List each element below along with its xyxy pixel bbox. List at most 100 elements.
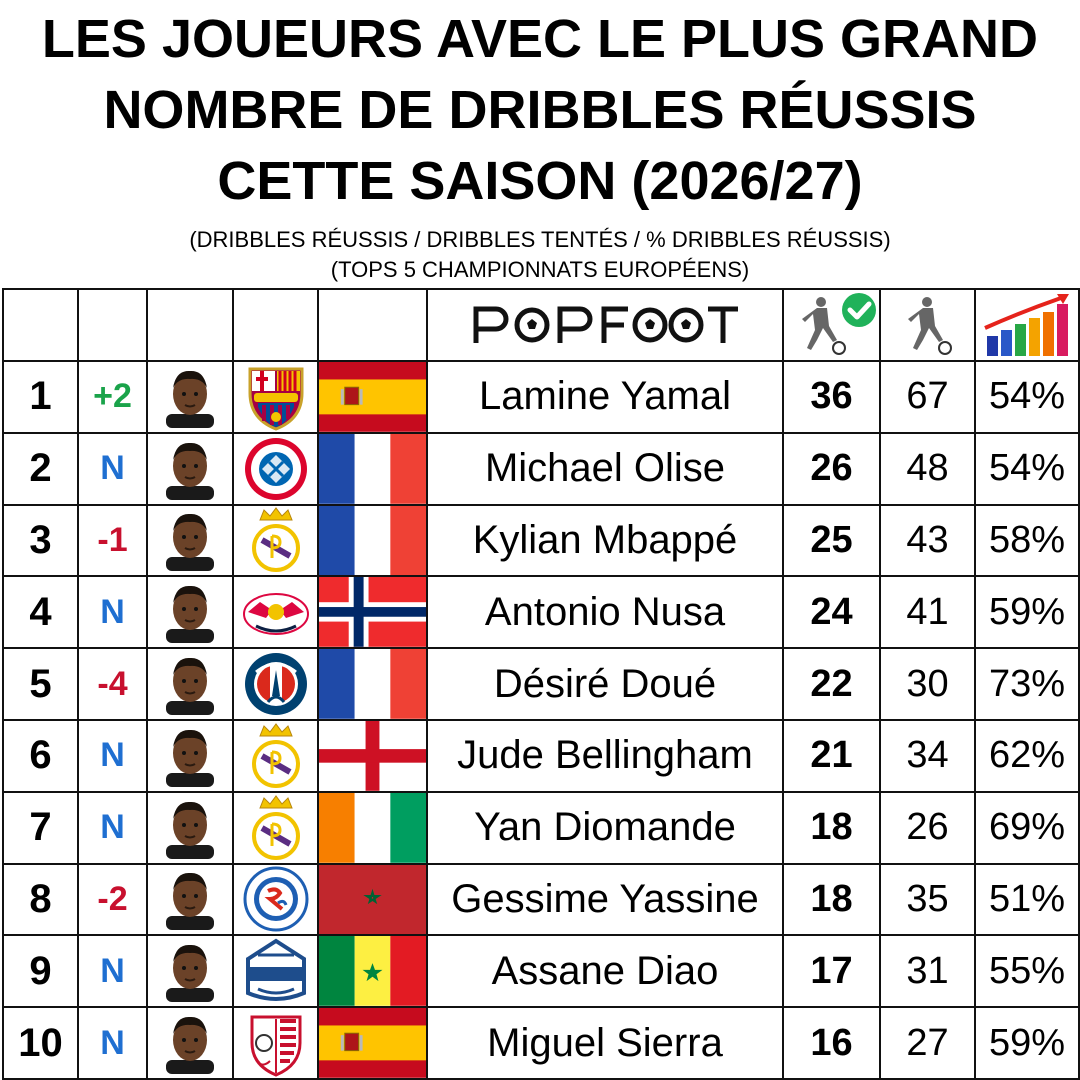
player-name: Kylian Mbappé [472,517,738,562]
dribbles-percentage-cell: 51% [974,862,1080,937]
dribbles-success: 18 [810,877,853,920]
spain-flag [320,1009,425,1077]
player-name-cell: Yan Diomande [426,790,784,865]
flag-cell [317,575,428,650]
rank-number: 9 [29,948,52,993]
flag-cell [317,862,428,937]
dribbles-attempted-cell: 30 [879,647,976,721]
player-name-cell: Jude Bellingham [426,718,784,793]
rank-number: 4 [29,589,52,634]
table-row: 3 -1 Kylian Mbappé 25 43 58% [2,503,1080,578]
dribbles-percentage: 54% [988,375,1066,418]
table-row: 9 N Assane Diao 17 31 55% [2,934,1080,1009]
rank-number: 8 [29,876,52,921]
dribbles-success-cell: 18 [782,790,881,865]
fc-barcelona-crest [248,367,303,431]
header-success-cell [782,288,881,362]
dribbles-percentage: 73% [988,662,1066,705]
photo-cell [146,862,234,937]
dribbles-percentage-cell: 58% [974,503,1080,578]
movement-indicator: +2 [93,377,132,416]
dribbles-attempted: 35 [906,877,949,920]
dribbles-percentage: 59% [988,590,1066,633]
player-name: Miguel Sierra [487,1020,723,1065]
player-name-cell: Antonio Nusa [426,575,784,650]
ranking-table: 1 +2 Lamine Yamal 36 67 54% 2 N Michael Olise 26 4… [2,288,1080,1080]
senegal-flag [320,937,425,1006]
flag-cell [317,360,428,434]
norway-flag [320,578,425,647]
percentage-chart-icon [984,294,1069,356]
subtitle-line-2: (TOPS 5 CHAMPIONNATS EUROPÉENS) [330,257,750,282]
photo-cell [146,360,234,434]
table-row: 1 +2 Lamine Yamal 36 67 54% [2,360,1080,434]
movement-indicator: N [100,808,125,847]
rank-number: 5 [29,661,52,706]
dribbles-success: 36 [810,375,853,418]
flag-cell [317,718,428,793]
dribbles-success: 25 [810,518,853,561]
photo-cell [146,790,234,865]
club-cell [232,647,319,721]
dribbles-success-cell: 25 [782,503,881,578]
title-line-3: CETTE SAISON (2026/27) [217,151,863,211]
header-photo-cell [146,288,234,362]
flag-cell [317,934,428,1009]
player-name-cell: Gessime Yassine [426,862,784,937]
club-cell [232,431,319,506]
photo-cell [146,1006,234,1080]
england-flag [320,721,425,790]
player-photo [166,801,214,859]
photo-cell [146,503,234,578]
rank-cell: 2 [2,431,79,506]
dribble-attempt-icon [907,297,952,355]
title-line-2: NOMBRE DE DRIBBLES RÉUSSIS [103,80,977,140]
player-name: Antonio Nusa [484,589,726,634]
movement-cell: N [77,934,148,1009]
photo-cell [146,647,234,721]
table-row: 7 N Yan Diomande 18 26 69% [2,790,1080,865]
rank-number: 7 [29,805,52,850]
header-flag-cell [317,288,428,362]
dribbles-success-cell: 18 [782,862,881,937]
dribbles-percentage: 55% [988,949,1066,992]
popfoot-logo [473,306,738,343]
player-name-cell: Lamine Yamal [426,360,784,434]
player-name: Michael Olise [484,446,726,491]
dribbles-attempted-cell: 27 [879,1006,976,1080]
dribbles-success-cell: 24 [782,575,881,650]
flag-cell [317,790,428,865]
player-photo [166,729,214,787]
dribbles-success-cell: 26 [782,431,881,506]
player-photo [166,658,214,716]
player-photo [166,873,214,931]
rank-cell: 7 [2,790,79,865]
dribbles-attempted: 30 [906,662,949,705]
photo-cell [146,934,234,1009]
dribbles-success-cell: 21 [782,718,881,793]
player-photo [166,370,214,428]
player-photo [166,1017,214,1075]
player-photo [166,586,214,644]
header-row [2,288,1080,362]
rc-strasbourg-crest [243,866,308,932]
dribbles-percentage: 59% [988,1021,1066,1064]
club-cell [232,1006,319,1080]
player-photo [166,945,214,1003]
movement-cell: N [77,718,148,793]
france-flag [320,650,425,718]
dribbles-attempted: 67 [906,375,949,418]
player-name: Lamine Yamal [479,374,731,419]
movement-indicator: -1 [97,520,128,559]
photo-cell [146,718,234,793]
dribbles-percentage-cell: 73% [974,647,1080,721]
club-cell [232,575,319,650]
dribbles-attempted-cell: 31 [879,934,976,1009]
header-rank-cell [2,288,79,362]
table-row: 2 N Michael Olise 26 48 54% [2,431,1080,506]
real-madrid-crest [251,507,300,573]
dribbles-percentage-cell: 62% [974,718,1080,793]
dribbles-percentage-cell: 59% [974,575,1080,650]
dribbles-percentage-cell: 69% [974,790,1080,865]
